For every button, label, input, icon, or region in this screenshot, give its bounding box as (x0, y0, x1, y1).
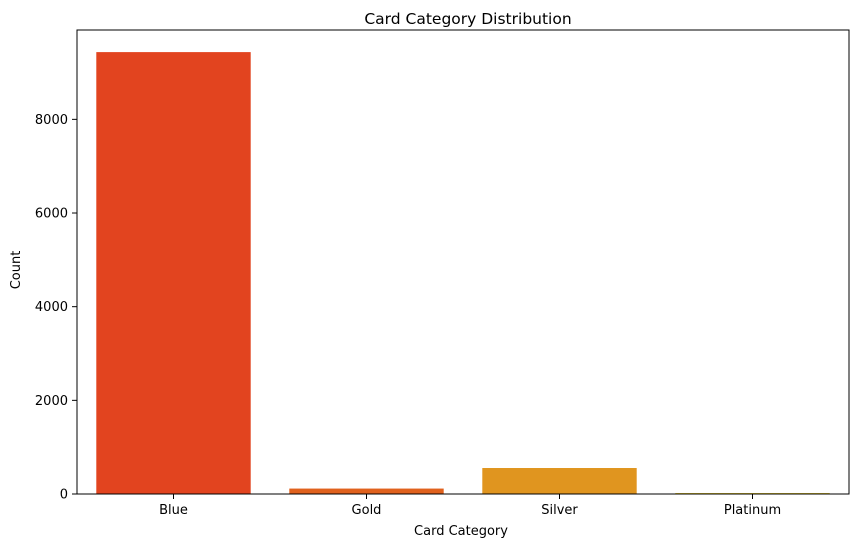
y-axis-label: Count (9, 251, 24, 290)
bar-gold (289, 488, 444, 494)
plot-frame (76, 29, 850, 495)
y-tick-label: 2000 (35, 394, 68, 409)
bar-silver (482, 468, 637, 494)
x-tick-label: Platinum (724, 503, 781, 518)
x-tick-label: Blue (159, 503, 188, 518)
chart-title: Card Category Distribution (364, 10, 571, 28)
y-tick-label: 0 (60, 488, 68, 503)
x-tick-label: Gold (352, 503, 382, 518)
bar-blue (96, 52, 251, 494)
x-axis-label: Card Category (414, 524, 508, 539)
y-tick-label: 4000 (35, 300, 68, 315)
y-tick-label: 8000 (35, 113, 68, 128)
y-tick-label: 6000 (35, 207, 68, 222)
x-axis: Blue Gold Silver Platinum (159, 494, 781, 518)
x-tick-label: Silver (541, 503, 578, 518)
bars-layer (96, 52, 830, 494)
y-axis: 0 2000 4000 6000 8000 (35, 113, 77, 503)
